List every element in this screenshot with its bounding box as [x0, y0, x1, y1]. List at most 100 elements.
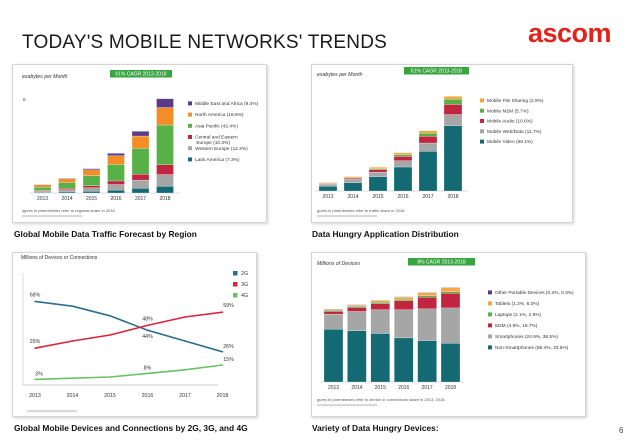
bar-segment-3-2015: [368, 168, 388, 170]
legend-swatch: [188, 146, 192, 151]
bar-segment-2-2016: [393, 156, 413, 161]
bar-segment-0-2015: [82, 191, 101, 194]
data-point-2G: [34, 300, 36, 303]
bar-segment-0-2017: [131, 188, 150, 194]
series-line-3G: [34, 311, 223, 349]
legend-label: 3G: [241, 282, 248, 288]
cagr-badge-text: 8% CAGR 2013-2018: [417, 260, 466, 266]
bar-segment-4-2014: [343, 176, 363, 178]
slide-title: TODAY'S MOBILE NETWORKS' TRENDS: [22, 32, 388, 53]
data-label: 3%: [35, 371, 43, 377]
bar-segment-0-2018: [156, 186, 174, 194]
legend-swatch: [188, 135, 192, 139]
bar-segment-5-2017: [131, 131, 150, 137]
source-line-blur: [317, 404, 377, 407]
bar-segment-2-2014: [343, 177, 363, 180]
y-axis-label: exabytes per Month: [317, 72, 363, 78]
bar-segment-4-2016: [107, 155, 125, 165]
data-point-2G: [109, 315, 111, 317]
data-label: 29%: [30, 339, 41, 345]
legend-label: Non-Smartphones (88.4%, 33.5%): [495, 345, 569, 351]
bar-segment-4-2017: [418, 130, 438, 134]
x-tick-label: 2015: [375, 385, 386, 391]
bar-segment-0-2017: [418, 151, 438, 192]
x-tick-label: 2014: [61, 196, 72, 202]
data-label: 26%: [223, 344, 234, 350]
source-line-blur: [317, 215, 377, 218]
chart-footnote: igures in parentheses refer to regional …: [22, 208, 116, 213]
bar-segment-4-2018: [156, 107, 174, 126]
x-tick-label: 2016: [110, 196, 121, 202]
bar-segment-0-2016: [393, 166, 413, 192]
bar-segment-4-2016: [393, 152, 413, 155]
legend-swatch: [488, 290, 492, 295]
page-number: 6: [619, 426, 624, 435]
x-tick-label: 2017: [422, 194, 433, 200]
legend-swatch: [488, 334, 492, 339]
bar-segment-0-2017: [417, 340, 437, 383]
legend-swatch: [480, 129, 484, 134]
data-point-3G: [71, 340, 74, 342]
bar-segment-2-2017: [417, 297, 437, 309]
bar-segment-4-2015: [370, 300, 390, 303]
bar-segment-1-2016: [394, 309, 414, 339]
bar-segment-1-2015: [82, 187, 101, 192]
legend-swatch: [488, 301, 492, 306]
bar-segment-3-2016: [393, 154, 413, 157]
legend-label: 2G: [241, 271, 248, 277]
bar-segment-5-2016: [107, 153, 125, 156]
bar-segment-3-2017: [417, 295, 437, 298]
chart-svg: exabytes per Month 61% CAGR 2013-2018 2013…: [315, 67, 544, 218]
bar-segment-2-2018: [440, 293, 461, 309]
data-point-3G: [221, 311, 224, 313]
bar-segment-1-2015: [368, 171, 388, 177]
cagr-badge-text: 61% CAGR 2013-2018: [411, 69, 462, 75]
caption-traffic-by-region: Global Mobile Data Traffic Forecast by R…: [14, 229, 197, 239]
legend-swatch: [480, 108, 484, 113]
bar-segment-0-2018: [440, 343, 461, 383]
data-point-2G: [221, 351, 224, 353]
bar-segment-1-2017: [418, 142, 438, 152]
data-label: 44%: [142, 334, 153, 340]
data-point-4G: [71, 377, 74, 379]
bar-segment-2-2014: [347, 307, 367, 312]
bar-segment-2-2017: [418, 136, 438, 144]
bar-segment-0-2014: [343, 182, 363, 192]
legend-swatch: [188, 123, 192, 128]
bar-segment-3-2018: [156, 124, 174, 165]
bar-segment-3-2016: [394, 299, 414, 301]
legend-swatch: [233, 293, 238, 298]
bar-segment-4-2014: [58, 178, 76, 183]
data-label: 48%: [142, 316, 153, 322]
x-tick-label: 2017: [179, 393, 191, 399]
series-line-4G: [34, 364, 223, 381]
legend-label: Smartphones (24.9%, 38.5%): [495, 334, 558, 340]
bar-segment-5-2015: [82, 168, 101, 170]
data-point-4G: [109, 376, 111, 378]
bar-segment-0-2018: [443, 125, 463, 192]
legend-swatch: [188, 157, 192, 162]
bar-segment-2-2015: [370, 303, 390, 310]
bar-segment-2-2018: [156, 164, 174, 175]
x-tick-label: 2018: [447, 194, 458, 200]
legend-label-line: Europe (10.3%): [195, 140, 230, 146]
chart-panel-device-variety: Millions of Devices 8% CAGR 2013-2018 2013…: [311, 252, 586, 417]
y-axis-label: Millions of Devices or Connections: [21, 255, 98, 261]
chart-svg: Millions of Devices or Connections 2013 20…: [21, 255, 248, 413]
data-point-4G: [146, 372, 149, 375]
chart-footnote: gures in parentheses refer to traffic sh…: [317, 208, 405, 213]
chart-panel-devices-by-generation: Millions of Devices or Connections 2013 20…: [12, 252, 257, 417]
series-line-2G: [34, 300, 223, 353]
bar-segment-0-2013: [318, 186, 338, 192]
legend-swatch: [233, 271, 238, 276]
y-axis-label: exabytes per Month: [22, 74, 68, 80]
x-tick-label: 2015: [372, 194, 383, 200]
data-point-2G: [146, 329, 149, 331]
data-label: 8%: [144, 365, 152, 371]
x-tick-label: 2018: [217, 393, 229, 399]
legend-label: Mobile Audio (10.6%): [487, 119, 533, 125]
data-point-3G: [184, 316, 186, 318]
x-tick-label: 2016: [142, 393, 154, 399]
x-tick-label: 2018: [159, 196, 170, 202]
chart-footnote: gures in parentheses refer to device or …: [317, 397, 446, 402]
